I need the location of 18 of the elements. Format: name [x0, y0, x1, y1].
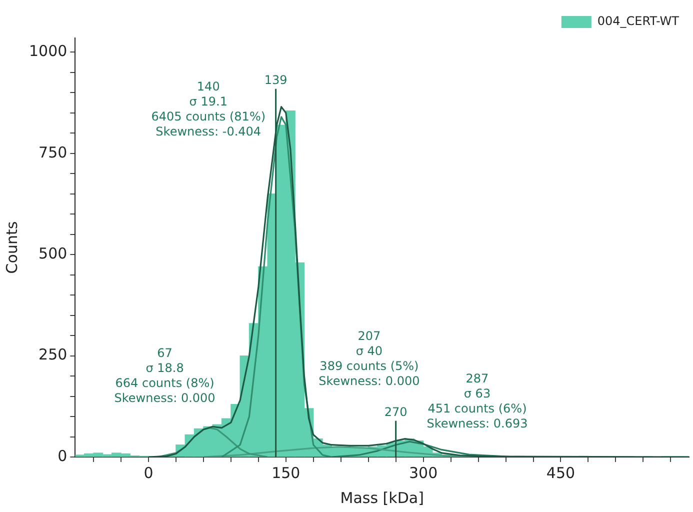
y-tick-label: 1000 — [28, 42, 68, 60]
y-tick-label: 750 — [38, 143, 68, 162]
y-axis-title: Counts — [2, 221, 21, 274]
x-tick-label: 150 — [272, 464, 300, 482]
annotation: 67 σ 18.8 664 counts (8%) Skewness: 0.000 — [114, 346, 216, 406]
ref-line-label: 270 — [384, 404, 408, 419]
x-tick-label: 0 — [144, 464, 154, 482]
y-tick-label: 500 — [38, 244, 68, 262]
annotation: 140 σ 19.1 6405 counts (81%) Skewness: -0.404 — [151, 80, 266, 139]
y-tick-label: 250 — [38, 346, 68, 364]
x-axis-title: Mass [kDa] — [340, 488, 424, 507]
legend-label: 004_CERT-WT — [597, 14, 680, 28]
x-tick-label: 450 — [546, 464, 576, 482]
ref-line-label: 139 — [264, 72, 288, 87]
annotation: 287 σ 63 451 counts (6%) Skewness: 0.693 — [426, 372, 528, 431]
annotation: 207 σ 40 389 counts (5%) Skewness: 0.000 — [318, 328, 420, 388]
x-tick-label: 300 — [408, 464, 438, 482]
y-tick-label: 0 — [58, 446, 68, 465]
